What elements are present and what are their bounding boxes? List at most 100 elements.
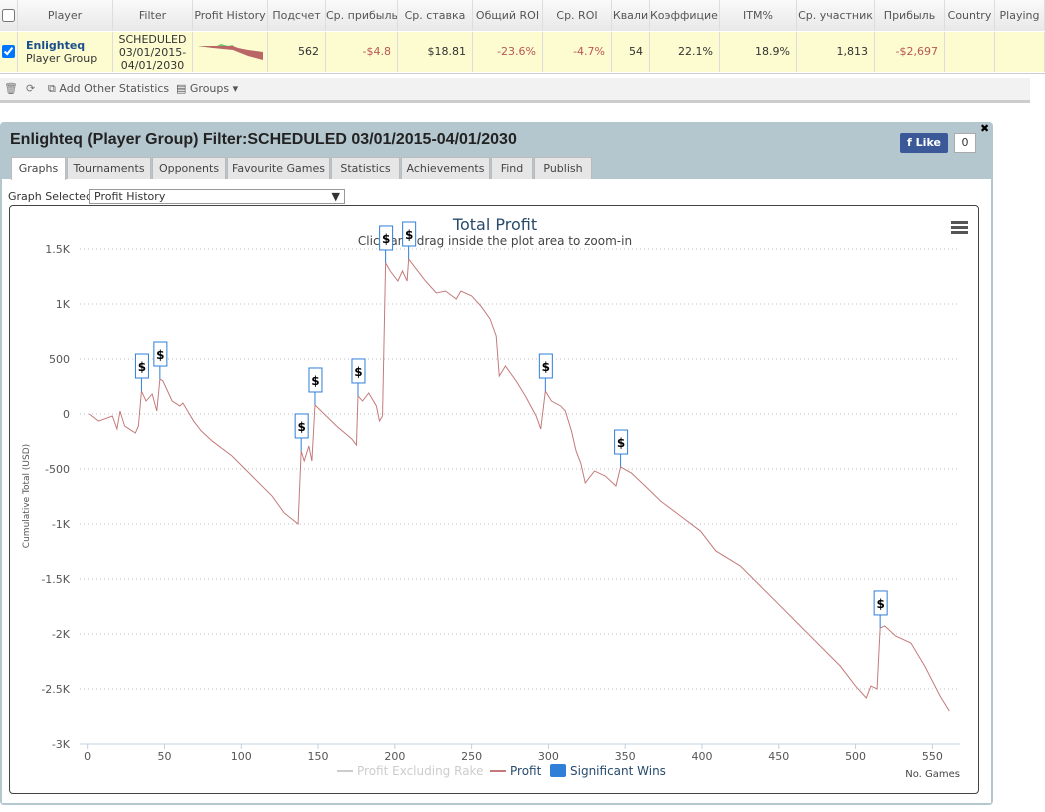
stat-cell: 22.1%: [650, 32, 720, 72]
sparkline: [198, 44, 263, 60]
column-header[interactable]: Ср. участник: [797, 0, 875, 31]
flag: [873, 590, 888, 616]
profit-line: [88, 257, 950, 712]
tab[interactable]: Opponents: [152, 157, 226, 179]
select-all[interactable]: [2, 9, 15, 22]
flag-text: $: [382, 232, 390, 246]
win-flag: $: [538, 353, 553, 392]
column-header[interactable]: Общий ROI: [473, 0, 543, 31]
stat-cell: $18.81: [398, 32, 473, 72]
flag: [402, 221, 417, 247]
add-stats-button[interactable]: ⧉ Add Other Statistics: [48, 82, 170, 95]
column-header[interactable]: Player: [18, 0, 113, 31]
sparkline-cell: [193, 32, 268, 72]
panel-title: Enlighteq (Player Group) Filter:SCHEDULE…: [10, 131, 517, 148]
y-tick-label: 1K: [56, 298, 71, 311]
like-count: 0: [954, 133, 976, 153]
tab[interactable]: Publish: [534, 157, 592, 179]
x-tick-label: 50: [157, 750, 171, 763]
tab[interactable]: Favourite Games: [227, 157, 330, 179]
tab[interactable]: Find: [491, 157, 533, 179]
legend-label: Significant Wins: [570, 764, 666, 778]
column-header[interactable]: Playing: [995, 0, 1045, 31]
stat-cell: -23.6%: [473, 32, 543, 72]
like-label: Like: [915, 136, 941, 149]
column-header[interactable]: Profit History: [193, 0, 268, 31]
tab[interactable]: Tournaments: [67, 157, 151, 179]
flag: [538, 353, 553, 379]
groups-button[interactable]: ▤ Groups ▾: [176, 82, 239, 95]
win-flag: $: [308, 367, 323, 405]
win-flag: $: [153, 341, 168, 380]
flag-text: $: [156, 348, 164, 362]
menu-icon[interactable]: [951, 221, 968, 234]
x-tick-label: 450: [768, 750, 789, 763]
flag-text: $: [876, 597, 884, 611]
flag: [351, 358, 366, 384]
like-button[interactable]: f Like: [900, 133, 948, 153]
y-tick-label: -1K: [52, 518, 71, 531]
x-tick-label: 150: [308, 750, 329, 763]
tab[interactable]: Graphs: [11, 157, 66, 180]
column-header[interactable]: Квали: [612, 0, 650, 31]
flag-text: $: [617, 436, 625, 450]
panel: Enlighteq (Player Group) Filter:SCHEDULE…: [0, 122, 993, 805]
y-tick-label: 500: [49, 353, 70, 366]
groups-label: Groups: [189, 82, 230, 95]
y-tick-label: -1.5K: [41, 573, 70, 586]
graph-select[interactable]: Profit History ▼: [89, 189, 345, 204]
delete-icon[interactable]: 🗑: [4, 82, 18, 95]
column-header[interactable]: Ср. прибыль: [326, 0, 398, 31]
flag: [379, 225, 394, 251]
player-cell: Enlighteq Player Group: [18, 32, 113, 72]
player-name[interactable]: Enlighteq: [26, 39, 86, 52]
empty-cell: [945, 32, 995, 72]
win-flag: $: [134, 353, 149, 392]
flag-text: $: [405, 228, 413, 242]
flag: [308, 367, 323, 393]
y-tick-label: -3K: [52, 738, 71, 751]
column-header[interactable]: ITM%: [720, 0, 797, 31]
column-header[interactable]: Коэффициен: [650, 0, 720, 31]
y-tick-label: 0: [63, 408, 70, 421]
y-tick-label: -2.5K: [41, 683, 70, 696]
graph-select-label: Graph Selected:: [8, 190, 97, 203]
stat-cell: -4.7%: [543, 32, 612, 72]
column-header[interactable]: Подсчет: [268, 0, 326, 31]
column-header[interactable]: Ср. ROI: [543, 0, 612, 31]
row-checkbox[interactable]: [2, 45, 15, 58]
stat-cell: 1,813: [797, 32, 875, 72]
x-tick-label: 300: [538, 750, 559, 763]
tab[interactable]: Statistics: [331, 157, 400, 179]
column-header[interactable]: Прибыль: [875, 0, 945, 31]
flag: [614, 429, 629, 455]
add-stats-label: Add Other Statistics: [59, 82, 170, 95]
x-tick-label: 250: [461, 750, 482, 763]
flag-text: $: [354, 365, 362, 379]
x-tick-label: 100: [231, 750, 252, 763]
close-button[interactable]: ✖: [980, 122, 990, 135]
win-flag: $: [614, 429, 629, 468]
column-header[interactable]: Country: [945, 0, 995, 31]
stats-table: Player Filter Profit History Подсчет Ср. при…: [0, 0, 1045, 74]
filter-cell: SCHEDULED 03/01/2015-04/01/2030: [113, 32, 193, 72]
tab[interactable]: Achievements: [401, 157, 490, 179]
y-tick-label: -2K: [52, 628, 71, 641]
refresh-icon[interactable]: ⟳: [26, 82, 36, 95]
stat-cell: 18.9%: [720, 32, 797, 72]
x-tick-label: 350: [615, 750, 636, 763]
flag-text: $: [297, 420, 305, 434]
y-tick-label: -500: [45, 463, 70, 476]
chart-subtitle: Click and drag inside the plot area to z…: [358, 234, 632, 248]
player-type: Player Group: [26, 52, 98, 65]
flag: [134, 353, 149, 379]
stat-cell: 562: [268, 32, 326, 72]
win-flag: $: [294, 413, 309, 451]
stat-cell: -$4.8: [326, 32, 398, 72]
graph-select-value: Profit History: [94, 190, 166, 203]
column-header[interactable]: Filter: [113, 0, 193, 31]
y-tick-label: 1.5K: [45, 243, 70, 256]
x-tick-label: 400: [691, 750, 712, 763]
win-flag: $: [379, 225, 394, 263]
column-header[interactable]: Ср. ставка: [398, 0, 473, 31]
